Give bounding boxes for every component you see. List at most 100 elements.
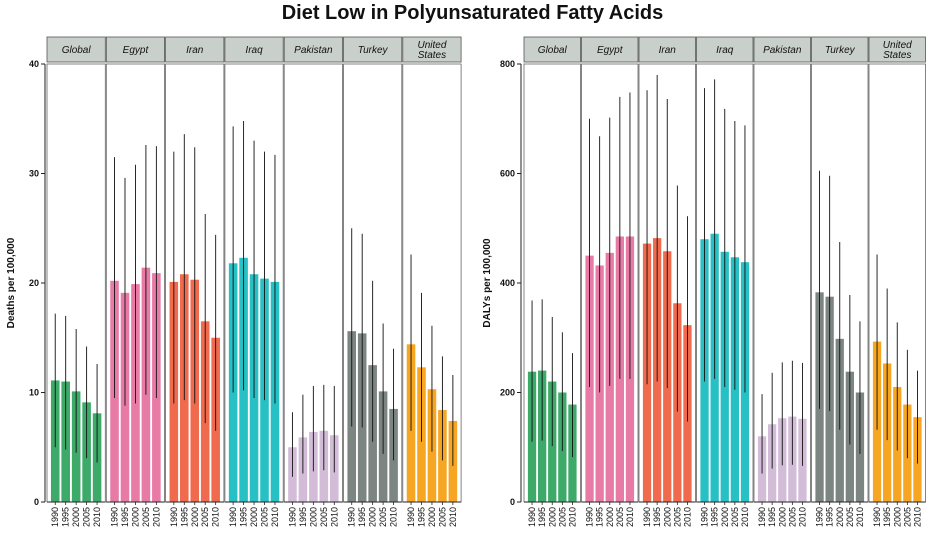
y-axis-label: DALYs per 100,000 <box>482 238 493 328</box>
x-tick-label: 1995 <box>825 507 835 527</box>
x-tick-label: 1995 <box>239 507 249 527</box>
x-tick-label: 1995 <box>120 507 130 527</box>
x-tick-label: 2000 <box>368 507 378 527</box>
x-tick-label: 1990 <box>110 507 120 527</box>
x-tick-label: 2010 <box>797 507 807 527</box>
x-tick-label: 1990 <box>527 507 537 527</box>
panel-global: Global 1990 1995 2000 2005 2010 <box>523 36 581 527</box>
panel-strip <box>165 36 225 63</box>
x-tick-label: 2000 <box>720 507 730 527</box>
x-tick-label: 1995 <box>357 507 367 527</box>
panel-strip-label: Global <box>538 45 568 56</box>
x-tick-label: 1995 <box>416 507 426 527</box>
x-tick-label: 2000 <box>777 507 787 527</box>
y-tick-label: 40 <box>29 59 39 69</box>
x-tick-label: 2005 <box>260 507 270 527</box>
panel-strip-label: Global <box>62 45 92 56</box>
panel-united-states: United States 1990 1995 2000 2005 2010 <box>402 36 462 527</box>
panel-strip <box>283 36 343 63</box>
panel-strip-label: Egypt <box>123 45 150 56</box>
y-tick-label: 30 <box>29 169 39 179</box>
x-tick-label: 2010 <box>682 507 692 527</box>
y-tick-label: 0 <box>510 497 515 507</box>
panel-strip-label: United States <box>417 40 446 61</box>
x-tick-label: 1990 <box>815 507 825 527</box>
x-tick-label: 2000 <box>71 507 81 527</box>
panel-strip-label: Iran <box>659 45 677 56</box>
y-tick-label: 600 <box>500 169 515 179</box>
x-tick-label: 1990 <box>347 507 357 527</box>
y-tick-label: 400 <box>500 278 515 288</box>
panel-strip <box>224 36 284 63</box>
x-tick-label: 1990 <box>585 507 595 527</box>
panel-strip <box>638 36 696 63</box>
panel-strip-label: Iraq <box>245 45 263 56</box>
x-tick-label: 2010 <box>567 507 577 527</box>
x-tick-label: 1995 <box>61 507 71 527</box>
panel-iran: Iran 1990 1995 2000 2005 2010 <box>638 36 696 527</box>
panel-strip <box>696 36 754 63</box>
panel-strip-label: Turkey <box>825 45 856 56</box>
panel-strip-label: Pakistan <box>294 45 333 56</box>
panel-turkey: Turkey 1990 1995 2000 2005 2010 <box>811 36 869 527</box>
panel-strip-label: United States <box>883 40 912 61</box>
panel-strip-label: Pakistan <box>763 45 802 56</box>
panel-egypt: Egypt 1990 1995 2000 2005 2010 <box>581 36 639 527</box>
x-tick-label: 1990 <box>50 507 60 527</box>
x-tick-label: 1990 <box>872 507 882 527</box>
x-tick-label: 2005 <box>319 507 329 527</box>
x-tick-label: 1995 <box>882 507 892 527</box>
x-tick-label: 2005 <box>437 507 447 527</box>
y-tick-label: 10 <box>29 388 39 398</box>
panel-global: Global 1990 1995 2000 2005 2010 <box>46 36 106 527</box>
x-tick-label: 2010 <box>270 507 280 527</box>
x-tick-label: 2005 <box>902 507 912 527</box>
x-tick-label: 2000 <box>605 507 615 527</box>
x-tick-label: 1990 <box>287 507 297 527</box>
panel-strip <box>402 36 462 63</box>
panel-united-states: United States 1990 1995 2000 2005 2010 <box>868 36 926 527</box>
panel-strip-label: Iraq <box>716 45 734 56</box>
x-tick-label: 1990 <box>169 507 179 527</box>
x-tick-label: 2000 <box>249 507 259 527</box>
panel-strip <box>868 36 926 63</box>
x-tick-label: 2010 <box>211 507 221 527</box>
x-tick-label: 2000 <box>892 507 902 527</box>
x-tick-label: 2000 <box>130 507 140 527</box>
x-tick-label: 2005 <box>672 507 682 527</box>
panel-iran: Iran 1990 1995 2000 2005 2010 <box>165 36 225 527</box>
x-tick-label: 2005 <box>200 507 210 527</box>
x-tick-label: 2000 <box>662 507 672 527</box>
panel-pakistan: Pakistan 1990 1995 2000 2005 2010 <box>283 36 343 527</box>
x-tick-label: 2005 <box>787 507 797 527</box>
x-tick-label: 2005 <box>141 507 151 527</box>
x-tick-label: 2010 <box>448 507 458 527</box>
x-tick-label: 1995 <box>298 507 308 527</box>
y-axis-label: Deaths per 100,000 <box>6 237 17 328</box>
panel-strip <box>343 36 403 63</box>
y-tick-label: 800 <box>500 59 515 69</box>
panel-pakistan: Pakistan 1990 1995 2000 2005 2010 <box>753 36 811 527</box>
y-tick-label: 20 <box>29 278 39 288</box>
x-tick-label: 2010 <box>329 507 339 527</box>
x-tick-label: 1990 <box>700 507 710 527</box>
x-tick-label: 2010 <box>855 507 865 527</box>
x-tick-label: 2005 <box>557 507 567 527</box>
x-tick-label: 2005 <box>730 507 740 527</box>
x-tick-label: 2005 <box>378 507 388 527</box>
panel-strip <box>581 36 639 63</box>
x-tick-label: 2010 <box>92 507 102 527</box>
panel-egypt: Egypt 1990 1995 2000 2005 2010 <box>105 36 166 527</box>
x-tick-label: 2005 <box>615 507 625 527</box>
x-tick-label: 2000 <box>547 507 557 527</box>
panel-strip <box>46 36 106 63</box>
x-tick-label: 1990 <box>406 507 416 527</box>
panel-strip <box>811 36 869 63</box>
panel-strip <box>753 36 811 63</box>
x-tick-label: 1990 <box>642 507 652 527</box>
x-tick-label: 2010 <box>625 507 635 527</box>
panel-turkey: Turkey 1990 1995 2000 2005 2010 <box>343 36 403 527</box>
x-tick-label: 1995 <box>537 507 547 527</box>
x-tick-label: 1995 <box>179 507 189 527</box>
panel-strip-label: Turkey <box>358 45 389 56</box>
